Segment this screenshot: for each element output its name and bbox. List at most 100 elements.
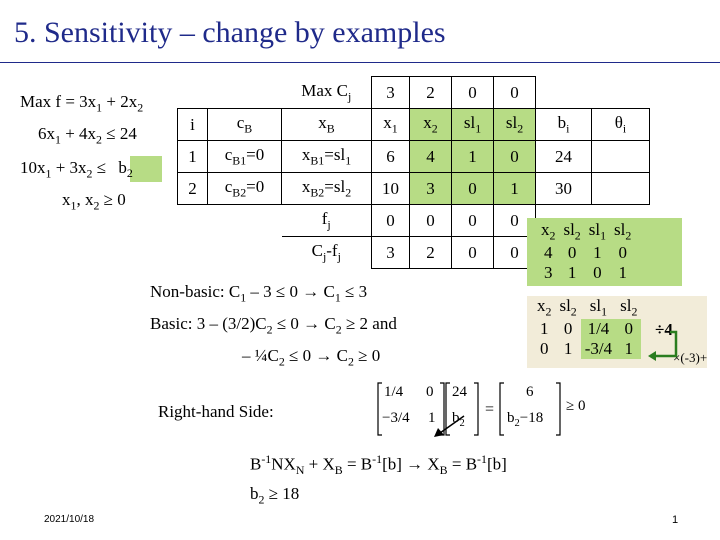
row-cb: cB2=0 xyxy=(207,172,282,205)
title-divider xyxy=(0,62,720,63)
mini-cell: 1 xyxy=(616,339,642,360)
header-cb: cB xyxy=(207,108,282,141)
mini-cell: 0 xyxy=(567,243,577,263)
matrix-cell: b2 xyxy=(452,410,465,429)
matrix-cell: b2−18 xyxy=(507,410,544,429)
mini-cell: -3/4 xyxy=(580,339,617,360)
mini-row: 4 0 1 0 xyxy=(537,243,635,263)
pointer-arrow-icon xyxy=(434,415,465,437)
slide-title: 5. Sensitivity – change by examples xyxy=(14,16,446,49)
mini-cell: 0 xyxy=(563,319,573,339)
mini-header: x2 xyxy=(537,296,552,319)
row-b: 30 xyxy=(535,172,592,205)
row-cell: 10 xyxy=(371,172,410,205)
rhs-formula: B-1NXN + XB = B-1[b] → XB = B-1[b] xyxy=(250,452,507,478)
row-cell: 3 xyxy=(409,172,452,205)
header-x2: x2 xyxy=(409,108,452,141)
header-i: i xyxy=(177,108,208,141)
row-xb: xB1=sl1 xyxy=(281,140,372,173)
rhs-label: Right-hand Side: xyxy=(158,402,274,421)
matrix-relation: ≥ 0 xyxy=(566,398,586,414)
mini-cell: 0 xyxy=(593,263,602,283)
tableau-row: 1 cB1=0 xB1=sl1 6 4 1 0 24 xyxy=(177,140,650,173)
svg-text:=: = xyxy=(485,401,494,418)
mini-header: sl1 xyxy=(588,220,607,243)
row-cell: 1 xyxy=(493,172,536,205)
matrix-cell: −3/4 xyxy=(382,410,410,426)
basic-analysis-1: Basic: 3 – (3/2)C2 ≤ 0 → C2 ≥ 2 and xyxy=(150,314,397,337)
row-cell: 4 xyxy=(409,140,452,173)
matrix-cell: 0 xyxy=(426,384,434,400)
row-xb: xB2=sl2 xyxy=(281,172,372,205)
row-op-arrow-icon xyxy=(648,330,678,361)
page-number: 1 xyxy=(672,514,679,526)
nonbasic-analysis: Non-basic: C1 – 3 ≤ 0 → C1 ≤ 3 xyxy=(150,282,368,305)
row-theta xyxy=(591,140,650,173)
matrix-cell: 1/4 xyxy=(384,384,404,400)
fj-label: fj xyxy=(281,204,372,237)
row-index: 2 xyxy=(177,172,208,205)
mini-cell: 1 xyxy=(563,339,573,359)
header-x1: x1 xyxy=(371,108,410,141)
mini-header: sl2 xyxy=(559,296,577,319)
row-cell: 6 xyxy=(371,140,410,173)
cost-row: Max Cj 3 2 0 0 xyxy=(178,76,650,109)
row-op-divide: ÷4 xyxy=(655,320,673,339)
constraint-1: 6x1 + 4x2 ≤ 24 xyxy=(38,124,137,147)
cj-fj-value: 2 xyxy=(409,236,452,269)
row-b: 24 xyxy=(535,140,592,173)
header-sl1: sl1 xyxy=(451,108,494,141)
c-value: 3 xyxy=(371,76,410,109)
row-op-multiply: ×(-3)+ xyxy=(673,350,708,365)
mini-header-row: x2 sl2 sl1 sl2 xyxy=(533,296,641,319)
mini-cell: 0 xyxy=(616,319,642,340)
b2-highlight xyxy=(130,156,162,182)
matrix-cell: 1 xyxy=(428,410,436,426)
fj-value: 0 xyxy=(409,204,452,237)
cj-fj-label: Cj-fj xyxy=(281,236,372,269)
cj-fj-value: 0 xyxy=(451,236,494,269)
row-theta xyxy=(591,172,650,205)
basic-analysis-2: – ¼C2 ≤ 0 → C2 ≥ 0 xyxy=(242,346,381,369)
header-xb: xB xyxy=(281,108,372,141)
basis-matrix-box: x2 sl2 sl1 sl2 4 0 1 0 3 1 0 1 xyxy=(527,218,682,286)
mini-cell: 1 xyxy=(539,319,549,339)
header-sl2: sl2 xyxy=(493,108,536,141)
c-value: 0 xyxy=(451,76,494,109)
mini-header: sl2 xyxy=(614,220,632,243)
nonnegativity: x1, x2 ≥ 0 xyxy=(62,190,126,213)
mini-cell: 3 xyxy=(543,263,553,283)
mini-cell: 1/4 xyxy=(580,319,617,340)
matrix-brackets-icon: = xyxy=(377,382,561,436)
tableau-row: 2 cB2=0 xB2=sl2 10 3 0 1 30 xyxy=(177,172,650,205)
row-cell: 1 xyxy=(451,140,494,173)
mini-cell: 0 xyxy=(618,243,627,263)
mini-row: 3 1 0 1 xyxy=(537,263,635,283)
c-value: 0 xyxy=(493,76,536,109)
max-c-label: Max Cj xyxy=(281,76,372,109)
header-row: i cB xB x1 x2 sl1 sl2 bi θi xyxy=(177,108,650,141)
simplex-tableau: Max Cj 3 2 0 0 i cB xB x1 x2 sl1 sl2 bi … xyxy=(177,76,650,269)
mini-row: 1 0 1/4 0 xyxy=(533,319,642,340)
cj-fj-value: 3 xyxy=(371,236,410,269)
mini-cell: 0 xyxy=(539,339,549,359)
matrix-cell: 24 xyxy=(452,384,467,400)
mini-cell: 4 xyxy=(543,243,553,263)
rhs-matrix-equation: = 1/4 0 −3/4 1 24 b2 6 b2−18 ≥ 0 xyxy=(376,380,594,438)
constraint-2: 10x1 + 3x2 ≤ b2 xyxy=(20,158,133,181)
mini-header: sl1 xyxy=(589,296,608,319)
row-cell: 0 xyxy=(493,140,536,173)
mini-row: 0 1 -3/4 1 xyxy=(533,339,642,360)
mini-cell: 1 xyxy=(593,243,602,263)
header-theta: θi xyxy=(591,108,650,141)
mini-header-row: x2 sl2 sl1 sl2 xyxy=(537,220,635,243)
fj-value: 0 xyxy=(371,204,410,237)
rhs-result: b2 ≥ 18 xyxy=(250,484,300,507)
row-cell: 0 xyxy=(451,172,494,205)
mini-header: sl2 xyxy=(620,296,638,319)
slide-date: 2021/10/18 xyxy=(44,514,95,525)
row-index: 1 xyxy=(177,140,208,173)
c-value: 2 xyxy=(409,76,452,109)
mini-cell: 1 xyxy=(618,263,627,283)
matrix-cell: 6 xyxy=(526,384,534,400)
